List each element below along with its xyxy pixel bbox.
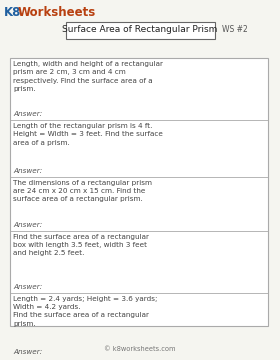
Text: Length of the rectangular prism is 4 ft.
Height = Width = 3 feet. Find the surfa: Length of the rectangular prism is 4 ft.… bbox=[13, 123, 163, 145]
Text: Answer:: Answer: bbox=[13, 168, 42, 174]
FancyBboxPatch shape bbox=[66, 22, 214, 39]
Text: The dimensions of a rectangular prism
are 24 cm x 20 cm x 15 cm. Find the
surfac: The dimensions of a rectangular prism ar… bbox=[13, 180, 152, 202]
Text: WS #2: WS #2 bbox=[222, 26, 248, 35]
Text: Worksheets: Worksheets bbox=[18, 6, 96, 19]
Text: Answer:: Answer: bbox=[13, 222, 42, 228]
Text: Find the surface area of a rectangular
box with length 3.5 feet, width 3 feet
an: Find the surface area of a rectangular b… bbox=[13, 234, 149, 256]
Text: Answer:: Answer: bbox=[13, 284, 42, 290]
Text: Length = 2.4 yards; Height = 3.6 yards;
Width = 4.2 yards.
Find the surface area: Length = 2.4 yards; Height = 3.6 yards; … bbox=[13, 296, 157, 327]
Text: Answer:: Answer: bbox=[13, 111, 42, 117]
Text: Surface Area of Rectangular Prism: Surface Area of Rectangular Prism bbox=[62, 26, 218, 35]
Text: Length, width and height of a rectangular
prism are 2 cm, 3 cm and 4 cm
respecti: Length, width and height of a rectangula… bbox=[13, 61, 163, 92]
Text: Answer:: Answer: bbox=[13, 349, 42, 355]
Bar bbox=[10, 58, 268, 326]
Text: K8: K8 bbox=[4, 6, 21, 19]
Text: © k8worksheets.com: © k8worksheets.com bbox=[104, 346, 176, 352]
